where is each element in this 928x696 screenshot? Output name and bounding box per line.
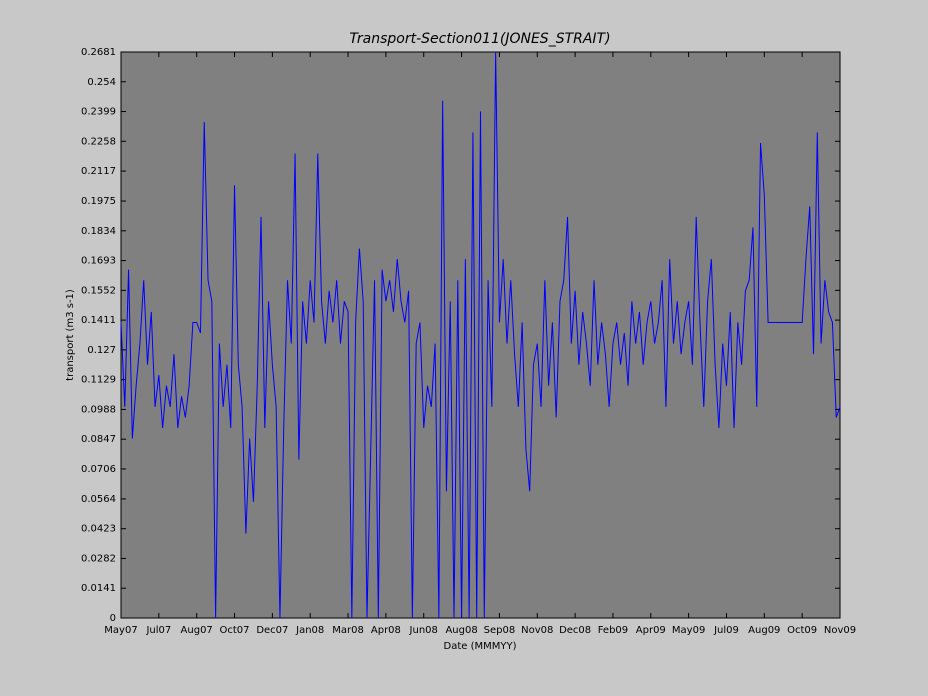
x-tick-label: Aug09	[748, 625, 780, 636]
x-tick-label: Aug08	[445, 625, 477, 636]
x-tick-label: Aug07	[181, 625, 213, 636]
x-tick-label: Nov09	[824, 625, 856, 636]
x-tick-label: Jul09	[713, 625, 739, 636]
y-tick-label: 0.0141	[81, 583, 116, 594]
chart-title: Transport-Section011(JONES_STRAIT)	[349, 31, 610, 47]
x-tick-label: Apr08	[371, 625, 401, 636]
y-tick-label: 0.0423	[81, 524, 116, 535]
x-tick-label: Dec07	[256, 625, 288, 636]
y-tick-label: 0	[110, 613, 116, 624]
x-tick-label: Feb09	[598, 625, 628, 636]
y-tick-label: 0.0564	[81, 494, 116, 505]
x-tick-label: Jan08	[295, 625, 324, 636]
y-tick-label: 0.1129	[81, 375, 116, 386]
x-tick-label: Oct07	[220, 625, 250, 636]
x-tick-label: Nov08	[521, 625, 553, 636]
y-tick-label: 0.1552	[81, 285, 116, 296]
y-tick-label: 0.2399	[81, 107, 116, 118]
y-tick-label: 0.1834	[81, 226, 116, 237]
x-tick-label: Dec08	[559, 625, 591, 636]
x-tick-label: Jul07	[145, 625, 171, 636]
data-line	[120, 51, 841, 619]
y-tick-label: 0.2117	[81, 166, 116, 177]
y-tick-label: 0.2681	[81, 47, 116, 58]
y-tick-label: 0.0847	[81, 434, 116, 445]
x-tick-label: Oct09	[787, 625, 817, 636]
y-axis-label: transport (m3 s-1)	[65, 289, 76, 381]
x-tick-label: Apr09	[636, 625, 666, 636]
y-tick-label: 0.1693	[81, 256, 116, 267]
x-tick-label: May07	[104, 625, 137, 636]
y-tick-label: 0.0282	[81, 553, 116, 564]
y-tick-label: 0.0988	[81, 404, 116, 415]
x-tick-label: May09	[672, 625, 705, 636]
y-tick-label: 0.127	[87, 345, 116, 356]
y-tick-label: 0.1411	[81, 315, 116, 326]
y-tick-label: 0.1975	[81, 196, 116, 207]
y-tick-label: 0.254	[87, 77, 116, 88]
x-axis-label: Date (MMMYY)	[444, 641, 517, 652]
x-tick-label: Sep08	[484, 625, 516, 636]
y-tick-label: 0.2258	[81, 136, 116, 147]
x-tick-label: Mar08	[332, 625, 364, 636]
y-tick-label: 0.0706	[81, 464, 116, 475]
x-tick-label: Jun08	[409, 625, 438, 636]
